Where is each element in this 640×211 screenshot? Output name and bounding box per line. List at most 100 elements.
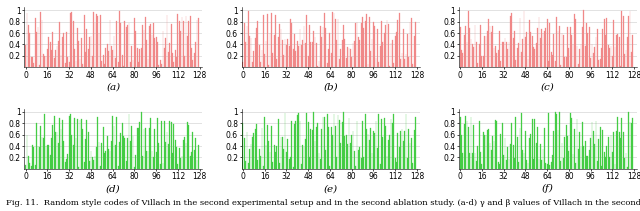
Bar [294, 34, 295, 67]
Bar [160, 164, 161, 169]
Bar [346, 58, 347, 67]
Bar [104, 153, 105, 169]
Bar [392, 123, 393, 169]
Bar [29, 33, 30, 67]
Bar [541, 160, 542, 169]
Bar [464, 35, 465, 67]
Bar [578, 149, 579, 169]
Bar [138, 62, 139, 67]
Bar [108, 149, 109, 169]
Bar [488, 129, 489, 169]
Bar [522, 39, 523, 67]
Bar [340, 49, 341, 67]
Bar [627, 167, 628, 169]
Bar [172, 153, 173, 169]
X-axis label: (d): (d) [106, 184, 121, 193]
Bar [156, 152, 157, 169]
Bar [552, 155, 553, 169]
Bar [604, 152, 605, 169]
Bar [156, 37, 157, 67]
Bar [89, 161, 90, 169]
Bar [339, 59, 340, 67]
Bar [556, 17, 557, 67]
Bar [251, 144, 252, 169]
Bar [538, 17, 540, 67]
Bar [279, 163, 280, 169]
Bar [631, 52, 632, 67]
Bar [522, 150, 523, 169]
Bar [415, 22, 416, 67]
Bar [302, 41, 303, 67]
Bar [504, 138, 506, 169]
Bar [314, 141, 316, 169]
Bar [527, 59, 529, 67]
Bar [264, 117, 265, 169]
Bar [172, 53, 173, 67]
Bar [303, 147, 305, 169]
Bar [271, 126, 272, 169]
Bar [598, 60, 599, 67]
Bar [177, 14, 179, 67]
Bar [45, 146, 47, 169]
Bar [40, 12, 41, 67]
Bar [271, 13, 272, 67]
Bar [63, 33, 64, 67]
Bar [149, 128, 150, 169]
Bar [282, 137, 283, 169]
Bar [477, 63, 478, 67]
Bar [325, 28, 326, 67]
Bar [380, 164, 381, 169]
Bar [111, 46, 112, 67]
Bar [51, 50, 52, 67]
Bar [571, 118, 572, 169]
Bar [282, 40, 283, 67]
Bar [268, 65, 269, 67]
Bar [100, 166, 101, 169]
Bar [597, 161, 598, 169]
Bar [120, 23, 121, 67]
Bar [608, 137, 609, 169]
Bar [171, 24, 172, 67]
Bar [51, 138, 52, 169]
Bar [510, 144, 511, 169]
Bar [317, 66, 318, 67]
Bar [97, 16, 98, 67]
Bar [321, 129, 322, 169]
Bar [564, 137, 565, 169]
Bar [173, 62, 174, 67]
Bar [321, 37, 322, 67]
Bar [286, 45, 287, 67]
Bar [526, 32, 527, 67]
Bar [50, 155, 51, 169]
Bar [498, 50, 499, 67]
Bar [358, 37, 359, 67]
Bar [411, 18, 412, 67]
Bar [390, 119, 392, 169]
Bar [355, 23, 356, 67]
Bar [551, 53, 552, 67]
Bar [276, 146, 277, 169]
Bar [142, 25, 143, 67]
Bar [340, 143, 341, 169]
Bar [157, 42, 158, 67]
Bar [608, 45, 609, 67]
Bar [412, 162, 413, 169]
Bar [568, 151, 569, 169]
Bar [396, 162, 397, 169]
Bar [260, 62, 261, 67]
Bar [134, 18, 135, 67]
Bar [472, 44, 473, 67]
Bar [67, 57, 68, 67]
Bar [381, 21, 382, 67]
Bar [514, 31, 515, 67]
Bar [327, 114, 328, 169]
Bar [567, 27, 568, 67]
Bar [305, 139, 306, 169]
Bar [179, 148, 180, 169]
Bar [195, 138, 196, 169]
Bar [264, 54, 265, 67]
Bar [331, 53, 332, 67]
Bar [313, 31, 314, 67]
Bar [153, 157, 154, 169]
Bar [257, 21, 259, 67]
